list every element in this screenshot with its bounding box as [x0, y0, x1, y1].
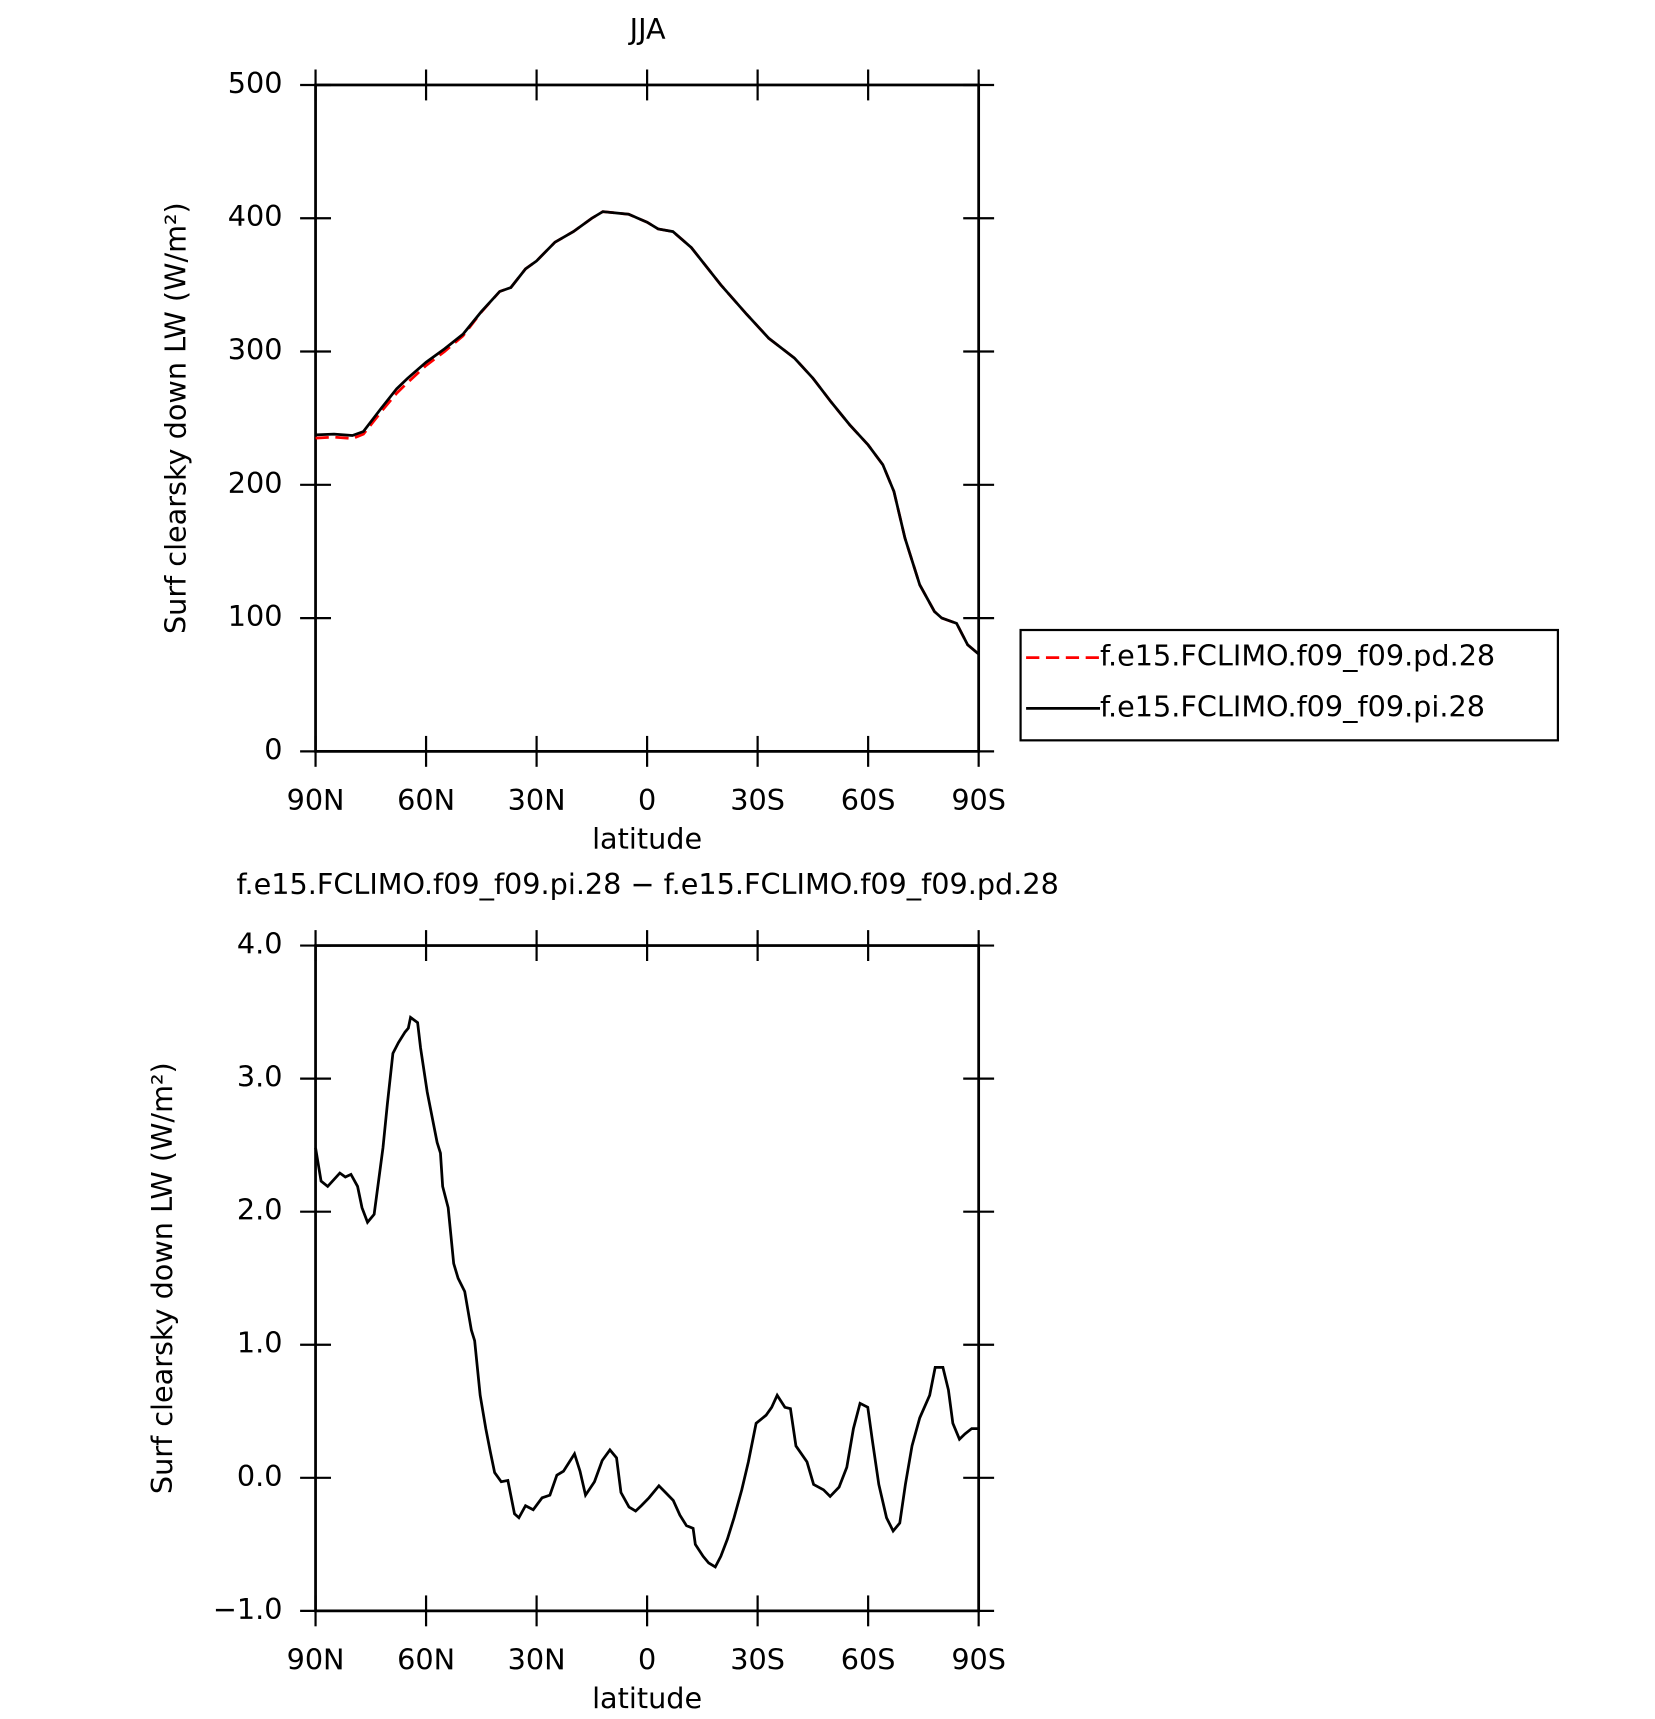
x-tick-label: 60S	[841, 1643, 896, 1677]
y-tick-label: −1.0	[213, 1592, 283, 1626]
legend-label: f.e15.FCLIMO.f09_f09.pd.28	[1100, 639, 1495, 673]
x-tick-label: 60N	[397, 783, 455, 817]
x-tick-label: 90S	[951, 783, 1006, 817]
x-tick-label: 0	[638, 1643, 656, 1677]
y-tick-label: 3.0	[237, 1060, 283, 1094]
x-tick-label: 30S	[730, 1643, 785, 1677]
y-tick-label: 100	[228, 599, 283, 633]
y-tick-label: 0.0	[237, 1459, 283, 1493]
x-tick-label: 30S	[730, 783, 785, 817]
y-tick-label: 300	[228, 333, 283, 367]
plot-frame	[314, 83, 981, 753]
x-tick-label: 90S	[951, 1643, 1006, 1677]
y-axis-label: Surf clearsky down LW (W/m²)	[158, 202, 192, 634]
y-tick-label: 2.0	[237, 1193, 283, 1227]
x-tick-label: 30N	[508, 783, 566, 817]
legend-label: f.e15.FCLIMO.f09_f09.pi.28	[1100, 689, 1485, 723]
chart-title: f.e15.FCLIMO.f09_f09.pi.28 − f.e15.FCLIM…	[236, 867, 1058, 901]
data-line	[314, 1014, 979, 1569]
y-tick-label: 200	[228, 466, 283, 500]
y-tick-label: 4.0	[237, 927, 283, 961]
plot-frame	[314, 944, 981, 1613]
x-tick-label: 90N	[287, 1643, 345, 1677]
x-tick-label: 0	[638, 783, 656, 817]
x-axis-label: latitude	[592, 821, 702, 855]
x-tick-label: 60S	[841, 783, 896, 817]
x-tick-label: 30N	[508, 1643, 566, 1677]
y-tick-label: 1.0	[237, 1326, 283, 1360]
x-axis-label: latitude	[592, 1681, 702, 1715]
chart-title: JJA	[628, 12, 666, 46]
legend-box	[1019, 628, 1560, 742]
x-tick-label: 60N	[397, 1643, 455, 1677]
y-tick-label: 500	[228, 66, 283, 100]
x-tick-label: 90N	[287, 783, 345, 817]
data-line	[315, 210, 980, 656]
y-tick-label: 400	[228, 199, 283, 233]
y-axis-label: Surf clearsky down LW (W/m²)	[145, 1062, 179, 1494]
y-tick-label: 0	[264, 732, 282, 766]
data-line	[315, 210, 980, 656]
